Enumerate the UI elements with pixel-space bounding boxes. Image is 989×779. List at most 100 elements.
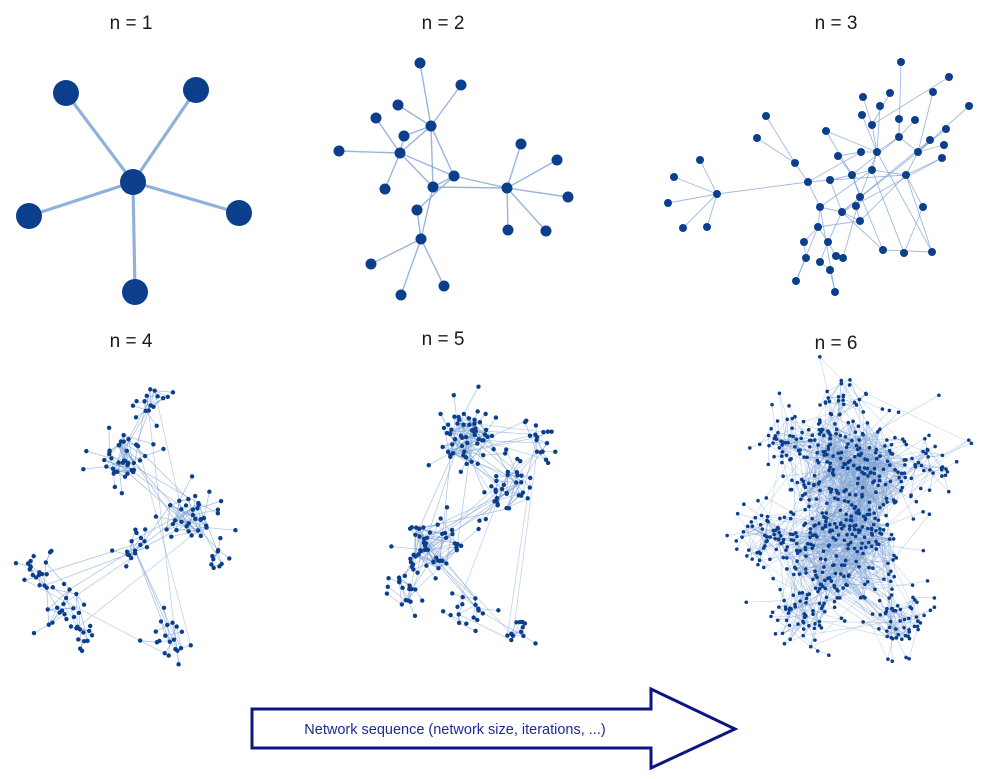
network-node [122, 474, 128, 479]
network-node [463, 455, 469, 460]
network-node [773, 528, 778, 533]
network-edge [828, 397, 844, 401]
network-edge [871, 124, 878, 153]
network-node [812, 626, 817, 631]
network-node [760, 527, 765, 531]
network-node [894, 556, 899, 560]
network-node [148, 387, 153, 392]
network-node [913, 463, 917, 467]
network-edge [778, 602, 807, 608]
network-edge [743, 520, 768, 533]
network-node [402, 573, 408, 579]
network-node [915, 624, 920, 629]
network-node [808, 527, 813, 531]
network-node [816, 258, 824, 266]
network-node [824, 595, 829, 600]
network-node [874, 447, 879, 452]
network-edge [338, 150, 401, 154]
panel-title-2: n = 2 [422, 13, 465, 34]
network-node [843, 558, 848, 563]
network-edge [760, 538, 779, 554]
network-edge [821, 584, 864, 598]
network-node [838, 572, 843, 576]
network-node [867, 445, 872, 450]
network-edge [854, 473, 902, 509]
network-edge [917, 144, 945, 153]
network-node [804, 596, 809, 601]
network-node [189, 533, 194, 538]
network-edge [807, 181, 821, 208]
network-edge [835, 433, 917, 618]
network-node [811, 533, 815, 538]
network-edge [779, 447, 842, 453]
network-edge [399, 152, 455, 177]
network-edge [813, 467, 860, 527]
network-node [885, 523, 890, 527]
network-node [812, 524, 816, 528]
network-node [784, 618, 789, 623]
network-node [483, 427, 489, 433]
network-node [747, 446, 752, 450]
network-node [805, 542, 810, 546]
network-node [839, 616, 844, 621]
network-edge [825, 402, 844, 405]
network-node [801, 633, 805, 638]
network-edge [458, 614, 512, 641]
network-edge [923, 455, 943, 471]
network-edge [822, 534, 848, 607]
network-node [841, 393, 846, 398]
network-node [836, 497, 840, 502]
network-node [828, 522, 832, 527]
network-edge [897, 599, 915, 607]
network-node [806, 427, 811, 432]
network-node [808, 535, 812, 540]
network-node [865, 512, 870, 517]
network-node [839, 563, 844, 567]
network-node [944, 467, 948, 471]
network-node [782, 641, 787, 646]
network-node [813, 622, 817, 626]
network-edge [112, 405, 151, 469]
network-edge [792, 418, 801, 454]
network-node [940, 474, 944, 478]
network-edge [118, 462, 123, 494]
network-edge [420, 186, 434, 240]
network-node [817, 355, 822, 359]
network-node [811, 609, 815, 613]
network-edge [927, 449, 943, 456]
network-node [873, 516, 877, 521]
network-node [472, 421, 477, 426]
network-edge [775, 518, 792, 550]
network-node [834, 431, 838, 436]
network-edge [787, 419, 820, 431]
network-node [460, 602, 465, 607]
network-node [940, 141, 948, 149]
network-node [768, 557, 772, 562]
network-edge [716, 181, 809, 195]
network-edge [859, 441, 905, 449]
network-node [863, 582, 867, 587]
network-edge [844, 564, 876, 590]
network-node [869, 526, 874, 531]
network-node [788, 433, 792, 438]
network-node [86, 628, 92, 634]
network-node [909, 606, 914, 611]
network-node [889, 593, 894, 597]
network-edge [854, 490, 902, 530]
network-node [865, 579, 870, 584]
network-edge [506, 187, 547, 232]
network-edge [185, 505, 207, 526]
network-node [854, 403, 859, 407]
network-edge [802, 625, 810, 636]
network-node [28, 558, 33, 564]
network-node [824, 511, 829, 515]
network-edge [878, 544, 924, 551]
network-node [891, 537, 896, 541]
network-node [888, 463, 892, 467]
network-node [494, 473, 499, 479]
network-edge [786, 472, 871, 559]
network-edge [911, 608, 918, 627]
network-edge [399, 125, 432, 154]
network-node [162, 651, 167, 656]
network-node [872, 471, 877, 476]
